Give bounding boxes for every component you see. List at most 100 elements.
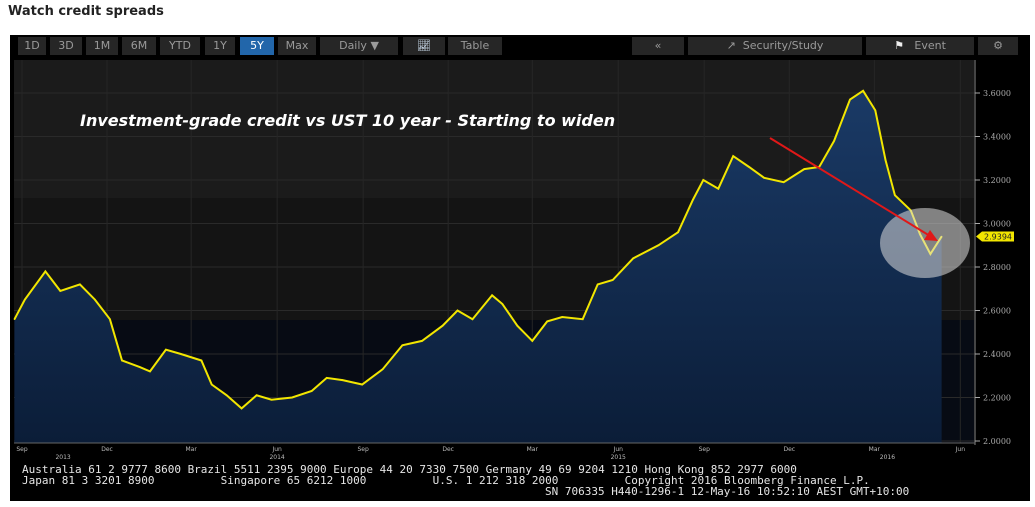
frequency-dropdown[interactable]: Daily ▼ bbox=[320, 37, 398, 55]
data-point bbox=[531, 340, 534, 342]
data-point bbox=[501, 303, 504, 305]
data-point bbox=[748, 166, 750, 168]
data-point bbox=[884, 159, 887, 162]
range-button-1d[interactable]: 1D bbox=[18, 37, 46, 55]
data-point bbox=[180, 353, 182, 355]
data-point bbox=[310, 390, 313, 392]
x-year-label: 2013 bbox=[55, 454, 70, 461]
data-point bbox=[13, 318, 16, 321]
settings-button[interactable]: ⚙ bbox=[978, 37, 1018, 55]
data-point bbox=[611, 279, 614, 281]
data-point bbox=[874, 109, 877, 112]
data-point bbox=[849, 98, 851, 101]
x-tick-label: Dec bbox=[101, 446, 113, 453]
data-point bbox=[782, 181, 785, 183]
highlight-ellipse bbox=[880, 208, 970, 278]
x-year-label: 2015 bbox=[611, 454, 626, 461]
data-point bbox=[165, 348, 167, 351]
data-point bbox=[44, 270, 47, 273]
chart-annotation: Investment-grade credit vs UST 10 year -… bbox=[80, 111, 615, 130]
data-point bbox=[255, 394, 258, 397]
data-point bbox=[421, 340, 423, 342]
data-point bbox=[632, 257, 635, 260]
data-point bbox=[79, 283, 81, 286]
red-arrow bbox=[769, 137, 938, 241]
data-point bbox=[441, 324, 444, 327]
event-button[interactable]: ⚑ Event bbox=[866, 37, 974, 55]
data-point bbox=[516, 324, 519, 327]
data-point bbox=[456, 309, 459, 312]
x-tick-label: Sep bbox=[699, 446, 711, 453]
data-point bbox=[717, 187, 720, 190]
event-label: Event bbox=[914, 39, 946, 52]
range-button-6m[interactable]: 6M bbox=[122, 37, 156, 55]
chevron-down-icon: ▼ bbox=[370, 39, 379, 52]
area-fill bbox=[14, 90, 942, 444]
data-point bbox=[862, 90, 864, 92]
x-tick-label: Mar bbox=[869, 446, 881, 453]
data-point bbox=[596, 283, 599, 286]
data-point bbox=[692, 198, 694, 201]
security-study-button[interactable]: ↗ Security/Study bbox=[688, 37, 862, 55]
footer-session-line: SN 706335 H440-1296-1 12-May-16 10:52:10… bbox=[545, 485, 910, 498]
y-tick-label: 3.4000 bbox=[983, 133, 1011, 142]
range-button-1m[interactable]: 1M bbox=[86, 37, 118, 55]
data-point bbox=[149, 370, 151, 373]
y-tick-label: 2.8000 bbox=[983, 263, 1011, 272]
range-button-ytd[interactable]: YTD bbox=[160, 37, 200, 55]
security-study-label: Security/Study bbox=[742, 39, 824, 52]
data-point bbox=[677, 231, 679, 233]
y-tick-label: 3.6000 bbox=[983, 89, 1011, 98]
data-point bbox=[138, 366, 141, 368]
x-tick-label: Jun bbox=[955, 446, 966, 453]
data-point bbox=[381, 368, 384, 371]
page-title: Watch credit spreads bbox=[8, 4, 164, 19]
data-point bbox=[581, 318, 584, 321]
data-point bbox=[491, 294, 493, 297]
y-tick-label: 2.0000 bbox=[983, 437, 1011, 446]
range-button-3d[interactable]: 3D bbox=[50, 37, 82, 55]
data-point bbox=[763, 177, 765, 179]
data-point bbox=[833, 140, 835, 142]
x-tick-label: Jun bbox=[271, 446, 282, 453]
gear-icon: ⚙ bbox=[993, 39, 1003, 52]
flag-icon: ⚑ bbox=[894, 39, 915, 52]
data-point bbox=[94, 298, 96, 301]
range-button-1y[interactable]: 1Y bbox=[205, 37, 235, 55]
footer-contacts-line2: Japan 81 3 3201 8900 Singapore 65 6212 1… bbox=[22, 474, 870, 487]
last-value-marker: 2.9394 bbox=[976, 231, 1014, 242]
data-point bbox=[225, 394, 228, 397]
x-tick-label: Jun bbox=[613, 446, 624, 453]
line-chart-button[interactable]: 📈︎ bbox=[403, 37, 445, 55]
back-button[interactable]: « bbox=[632, 37, 684, 55]
study-icon: ↗ bbox=[726, 39, 743, 52]
y-tick-label: 2.4000 bbox=[983, 350, 1011, 359]
data-point bbox=[657, 244, 660, 247]
footer-contacts-line1: Australia 61 2 9777 8600 Brazil 5511 239… bbox=[22, 463, 797, 476]
data-point bbox=[803, 168, 806, 170]
data-point bbox=[109, 318, 111, 321]
x-year-label: 2014 bbox=[269, 454, 284, 461]
data-point bbox=[291, 396, 293, 399]
range-button-5y[interactable]: 5Y bbox=[240, 37, 274, 55]
data-point bbox=[401, 344, 404, 347]
series-line bbox=[13, 89, 943, 410]
data-point bbox=[561, 316, 563, 318]
data-point bbox=[894, 194, 896, 197]
x-tick-label: Dec bbox=[442, 446, 454, 453]
data-point bbox=[210, 383, 213, 386]
data-point bbox=[471, 318, 474, 321]
last-value-label: 2.9394 bbox=[984, 233, 1012, 242]
data-point bbox=[325, 377, 328, 379]
line-chart-icon: 📈︎ bbox=[417, 39, 431, 52]
data-point bbox=[200, 359, 203, 362]
y-tick-label: 2.2000 bbox=[983, 394, 1011, 403]
data-point bbox=[121, 359, 123, 362]
range-button-max[interactable]: Max bbox=[278, 37, 316, 55]
x-tick-label: Sep bbox=[357, 446, 369, 453]
table-button[interactable]: Table bbox=[448, 37, 502, 55]
data-point bbox=[240, 407, 243, 410]
y-tick-label: 3.2000 bbox=[983, 176, 1011, 185]
x-tick-label: Dec bbox=[783, 446, 795, 453]
x-tick-label: Sep bbox=[16, 446, 28, 453]
